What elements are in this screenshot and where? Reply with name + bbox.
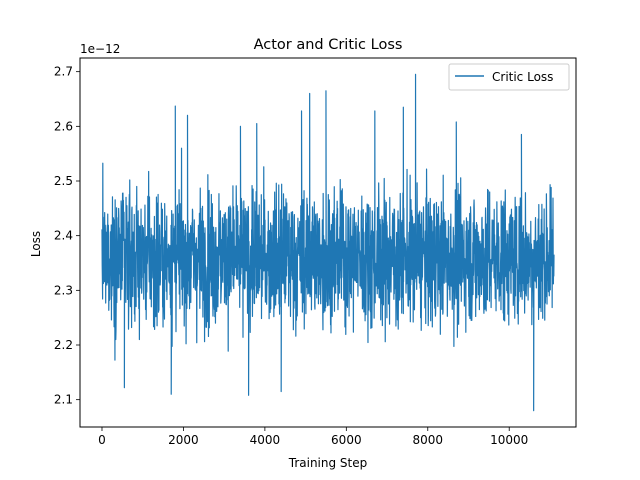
y-tick-label: 2.5 <box>54 174 73 188</box>
y-tick-label: 2.1 <box>54 393 73 407</box>
y-tick-label: 2.2 <box>54 338 73 352</box>
x-tick-label: 2000 <box>168 433 199 447</box>
x-tick-label: 6000 <box>331 433 362 447</box>
x-tick-label: 8000 <box>412 433 443 447</box>
chart-title: Actor and Critic Loss <box>254 37 403 53</box>
y-tick-label: 2.4 <box>54 229 73 243</box>
x-tick-label: 10000 <box>490 433 528 447</box>
series-layer <box>101 73 555 412</box>
legend-box <box>448 63 570 91</box>
legend-label-critic-loss: Critic Loss <box>492 70 553 84</box>
x-tick-label: 4000 <box>250 433 281 447</box>
y-ticks: 2.1 2.2 2.3 2.4 2.5 2.6 2.7 <box>54 65 80 407</box>
x-ticks: 0 2000 4000 6000 8000 10000 <box>98 427 528 447</box>
plot-frame <box>79 57 577 428</box>
y-tick-label: 2.3 <box>54 283 73 297</box>
x-axis-label: Training Step <box>288 456 368 470</box>
y-tick-label: 2.7 <box>54 65 73 79</box>
legend: Critic Loss <box>448 63 570 91</box>
y-axis-label: Loss <box>29 231 43 257</box>
series-line-critic-loss <box>101 73 555 412</box>
y-tick-label: 2.6 <box>54 119 73 133</box>
y-offset-label: 1e−12 <box>80 42 120 56</box>
x-tick-label: 0 <box>98 433 106 447</box>
